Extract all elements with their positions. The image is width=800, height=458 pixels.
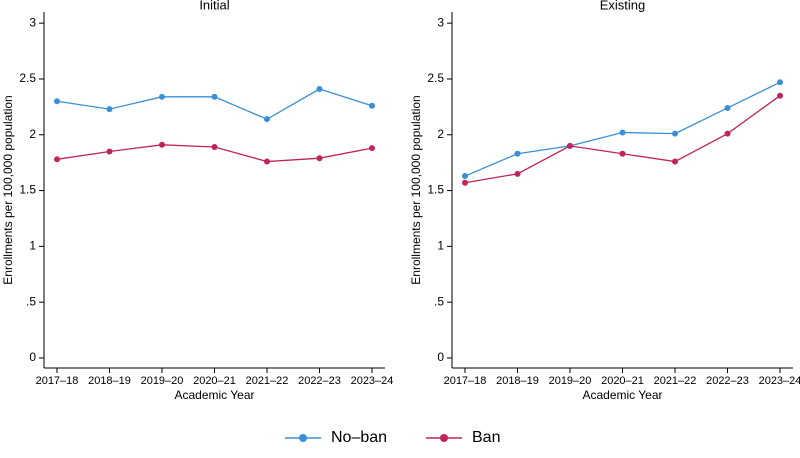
y-tick-label: 3: [437, 15, 444, 29]
y-tick-label: .5: [26, 294, 36, 308]
point: [369, 145, 375, 152]
x-axis-label: Academic Year: [582, 388, 662, 402]
y-tick-label: 2.5: [427, 71, 444, 85]
point: [462, 173, 468, 180]
y-tick-label: 0: [437, 350, 444, 364]
point: [316, 155, 323, 162]
x-tick-label: 2021–22: [654, 375, 697, 387]
point: [54, 98, 60, 105]
y-tick-label: 3: [29, 15, 36, 29]
x-tick-label: 2023–24: [351, 375, 394, 387]
point: [462, 179, 468, 186]
chart-title: Existing: [600, 0, 646, 12]
y-tick-label: 2: [29, 127, 36, 141]
point: [106, 148, 113, 155]
legend-marker: [440, 434, 448, 442]
y-tick-label: 0: [29, 350, 36, 364]
legend-label: Ban: [472, 429, 500, 446]
point: [672, 130, 678, 137]
point: [672, 158, 678, 165]
y-tick-label: 2: [437, 127, 444, 141]
line: [56, 88, 373, 120]
x-tick-label: 2023–24: [759, 375, 800, 387]
y-tick-label: 1.5: [19, 183, 36, 197]
point: [369, 102, 375, 109]
point: [724, 104, 731, 111]
x-tick-label: 2019–20: [141, 375, 184, 387]
point: [514, 150, 521, 157]
point: [264, 158, 270, 165]
point: [514, 170, 521, 177]
point: [54, 156, 60, 163]
point: [777, 79, 783, 86]
x-tick-label: 2020–21: [601, 375, 644, 387]
line: [464, 95, 781, 184]
x-tick-label: 2017–18: [444, 375, 487, 387]
point: [724, 130, 731, 137]
x-tick-label: 2017–18: [36, 375, 79, 387]
point: [567, 142, 573, 149]
y-tick-label: 1.5: [427, 183, 444, 197]
x-tick-label: 2019–20: [549, 375, 592, 387]
legend-marker: [299, 434, 307, 442]
legend-label: No–ban: [331, 429, 387, 446]
x-tick-label: 2018–19: [496, 375, 539, 387]
y-axis-label: Enrollments per 100,000 population: [409, 95, 423, 284]
x-tick-label: 2022–23: [706, 375, 749, 387]
point: [211, 144, 218, 151]
point: [264, 116, 270, 123]
y-tick-label: 1: [437, 239, 444, 253]
x-tick-label: 2020–21: [193, 375, 236, 387]
x-tick-label: 2021–22: [246, 375, 289, 387]
point: [619, 150, 626, 157]
point: [106, 106, 113, 113]
point: [159, 141, 165, 148]
point: [316, 86, 323, 93]
y-tick-label: .5: [434, 294, 444, 308]
point: [159, 93, 165, 100]
y-axis-label: Enrollments per 100,000 population: [1, 95, 15, 284]
point: [777, 92, 783, 99]
y-tick-label: 2.5: [19, 71, 36, 85]
x-axis-label: Academic Year: [174, 388, 254, 402]
point: [619, 129, 626, 136]
point: [211, 93, 218, 100]
x-tick-label: 2018–19: [88, 375, 131, 387]
y-tick-label: 1: [29, 239, 36, 253]
chart-title: Initial: [199, 0, 229, 12]
x-tick-label: 2022–23: [298, 375, 341, 387]
